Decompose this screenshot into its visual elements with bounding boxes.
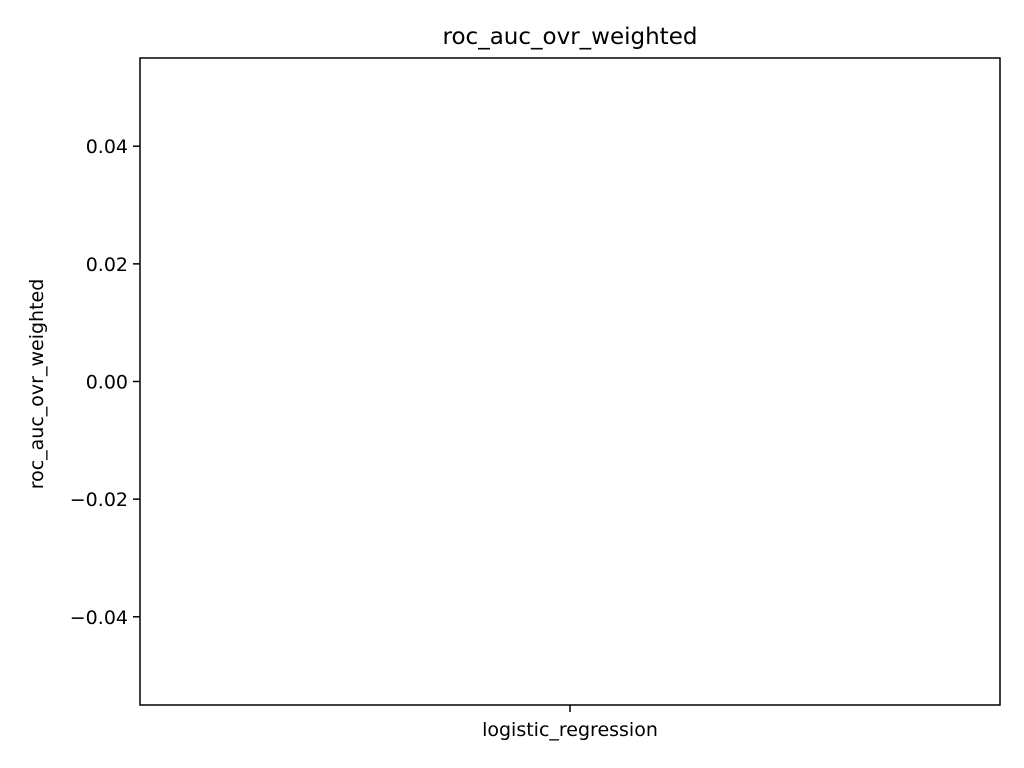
y-tick-label: 0.02 (86, 254, 128, 276)
y-tick-label: −0.02 (70, 489, 128, 511)
plot-area (139, 57, 1001, 706)
x-axis: logistic_regression (482, 705, 658, 741)
x-tick-label: logistic_regression (482, 719, 658, 741)
y-tick-label: 0.00 (86, 372, 128, 394)
y-tick-label: −0.04 (70, 607, 128, 629)
chart-title: roc_auc_ovr_weighted (443, 24, 698, 50)
y-tick-label: 0.04 (86, 136, 128, 158)
axes-frame (139, 57, 1001, 706)
y-axis-title: roc_auc_ovr_weighted (26, 279, 48, 490)
y-axis: 0.04 0.02 0.00 −0.02 −0.04 (70, 136, 140, 629)
